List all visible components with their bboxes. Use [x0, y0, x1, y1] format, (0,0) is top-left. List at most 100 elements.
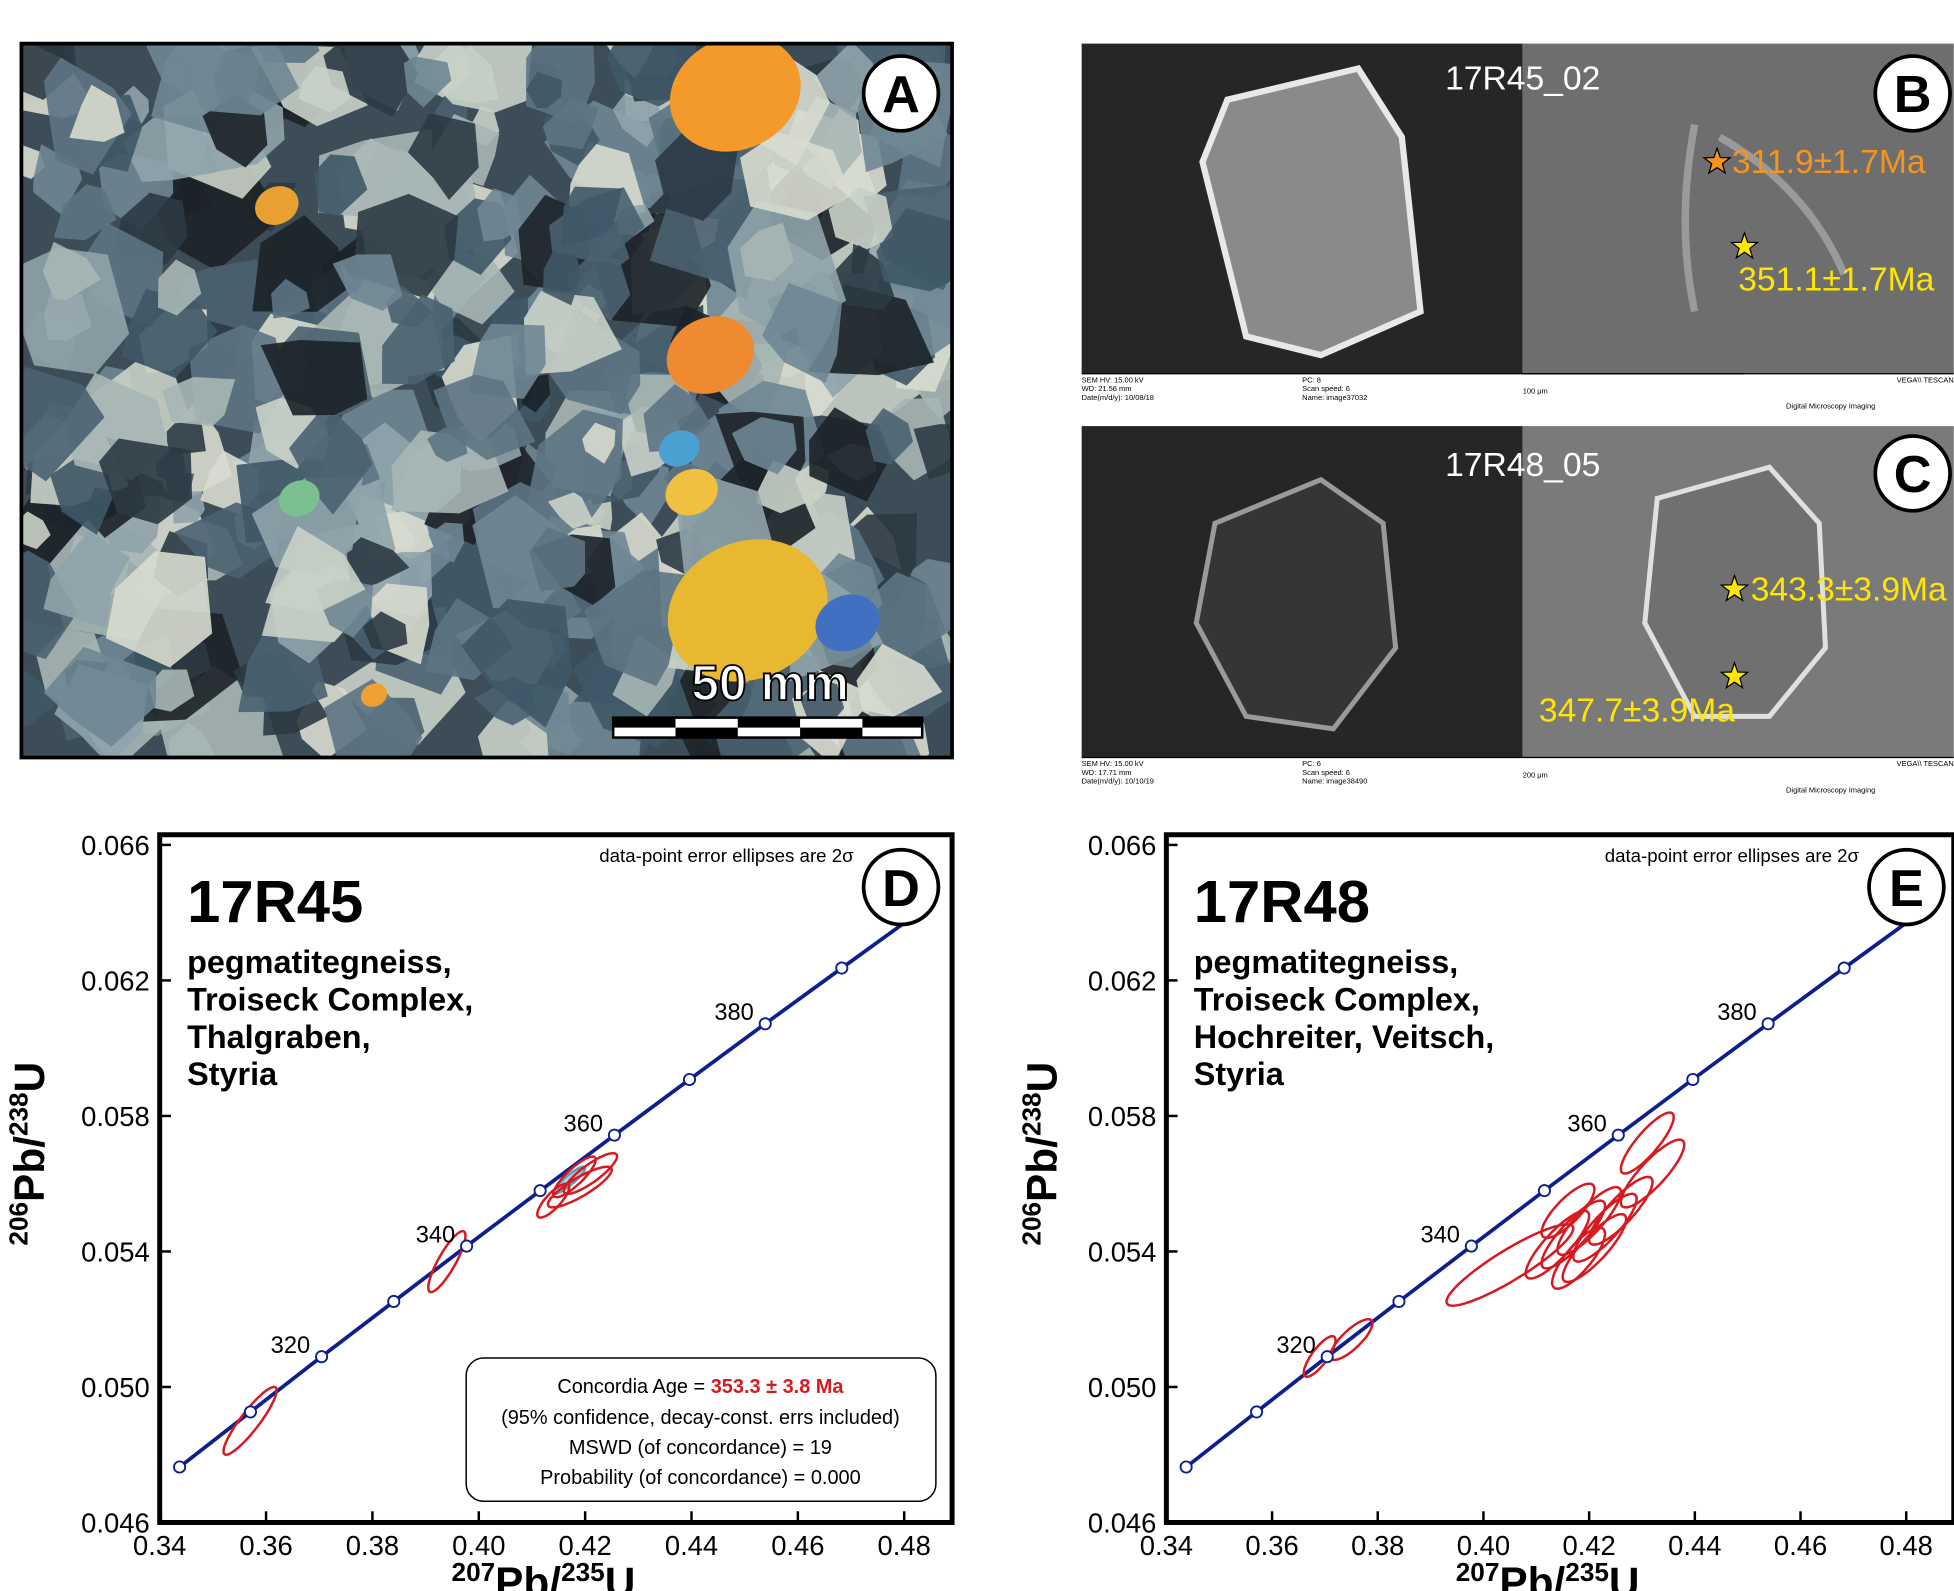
age-box-line: Probability (of concordance) = 0.000: [540, 1467, 861, 1489]
ellipse-note: data-point error ellipses are 2σ: [1605, 845, 1860, 866]
sem-metadata: 200 μm: [1523, 770, 1548, 779]
age-tick-label: 360: [1567, 1111, 1606, 1137]
isotope-symbol: Pb/: [1019, 1136, 1066, 1202]
scale-bar: [613, 718, 922, 738]
x-tick-label: 0.44: [1668, 1530, 1721, 1561]
sample-description: Hochreiter, Veitsch,: [1194, 1019, 1495, 1055]
concordia-age-marker: [1181, 1461, 1192, 1472]
sem-metadata: Date(m/d/y): 10/10/19: [1082, 777, 1154, 786]
y-tick-label: 0.066: [81, 830, 150, 861]
x-tick-label: 0.36: [1245, 1530, 1298, 1561]
isotope-mass: 206: [1017, 1202, 1047, 1246]
concordia-age-marker: [535, 1185, 546, 1196]
sem-metadata: 100 μm: [1523, 387, 1548, 396]
isotope-symbol: Pb/: [1499, 1559, 1565, 1591]
isotope-mass: 235: [561, 1557, 605, 1587]
y-tick-label: 0.054: [1088, 1236, 1157, 1267]
isotope-mass: 238: [4, 1092, 34, 1136]
sem-metadata: PC: 8: [1302, 375, 1321, 384]
concordia-age-marker: [1687, 1074, 1698, 1085]
age-tick-label: 340: [416, 1222, 455, 1248]
x-tick-label: 0.46: [1774, 1530, 1827, 1561]
age-label: 347.7±3.9Ma: [1539, 692, 1735, 729]
age-tick-label: 340: [1420, 1222, 1459, 1248]
age-tick-label: 360: [564, 1111, 603, 1137]
y-tick-label: 0.062: [1088, 965, 1157, 996]
sample-description: Thalgraben,: [187, 1019, 371, 1055]
isotope-mass: 235: [1565, 1557, 1609, 1587]
y-tick-label: 0.058: [1088, 1101, 1157, 1132]
age-box-label: Concordia Age =: [557, 1376, 710, 1398]
sample-description: pegmatitegneiss,: [187, 944, 451, 980]
concordia-age-marker: [245, 1406, 256, 1417]
sample-id: 17R48_05: [1445, 447, 1600, 484]
isotope-symbol: U: [605, 1559, 636, 1591]
y-tick-label: 0.046: [81, 1507, 150, 1538]
y-tick-label: 0.054: [81, 1236, 150, 1267]
isotope-mass: 238: [1017, 1092, 1047, 1136]
axis-label: 207Pb/235U: [452, 1557, 636, 1591]
sem-metadata: Digital Microscopy Imaging: [1786, 402, 1875, 411]
sem-metadata: Scan speed: 6: [1302, 384, 1350, 393]
concordia-age: 353.3 ± 3.8 Ma: [711, 1376, 845, 1398]
y-tick-label: 0.062: [81, 965, 150, 996]
isotope-mass: 207: [1456, 1557, 1500, 1587]
sem-metadata: VEGA\\ TESCAN: [1897, 375, 1954, 384]
sem-metadata: VEGA\\ TESCAN: [1897, 759, 1954, 768]
concordia-age-marker: [1251, 1406, 1262, 1417]
isotope-symbol: U: [1019, 1062, 1066, 1093]
concordia-age-marker: [316, 1351, 327, 1362]
panel-label: E: [1889, 860, 1924, 918]
concordia-age-marker: [1839, 962, 1850, 973]
concordia-age-marker: [1539, 1185, 1550, 1196]
concordia-age-marker: [836, 962, 847, 973]
isotope-mass: 206: [4, 1202, 34, 1246]
panel-label: C: [1894, 446, 1932, 504]
sem-metadata: SEM HV: 15.00 kV: [1082, 375, 1144, 384]
age-box-title: Concordia Age = 353.3 ± 3.8 Ma: [557, 1376, 844, 1398]
sample-description: pegmatitegneiss,: [1194, 944, 1458, 980]
y-tick-label: 0.050: [1088, 1372, 1157, 1403]
y-tick-label: 0.046: [1088, 1507, 1157, 1538]
concordia-age-marker: [609, 1130, 620, 1141]
sem-metadata: WD: 17.71 mm: [1082, 768, 1132, 777]
sem-metadata: WD: 21.56 mm: [1082, 384, 1132, 393]
figure: 50 mm A 17R45_02 17R48_05 B C 311.9±1.7M…: [0, 0, 1954, 1591]
concordia-chart: 3203403603804000.340.360.380.400.420.440…: [1017, 830, 1954, 1591]
age-box-line: (95% confidence, decay-const. errs inclu…: [501, 1407, 900, 1429]
concordia-chart: 3203403603804000.340.360.380.400.420.440…: [4, 830, 952, 1591]
x-tick-label: 0.48: [1880, 1530, 1933, 1561]
concordia-age-marker: [461, 1240, 472, 1251]
isotope-symbol: U: [1609, 1559, 1640, 1591]
concordia-age-marker: [174, 1461, 185, 1472]
sample-description: Styria: [1194, 1056, 1285, 1092]
x-tick-label: 0.38: [1351, 1530, 1404, 1561]
axis-label: 207Pb/235U: [1456, 1557, 1640, 1591]
concordia-age-marker: [1613, 1130, 1624, 1141]
concordia-age-marker: [388, 1296, 399, 1307]
age-tick-label: 320: [1276, 1333, 1315, 1359]
sem-image-b: [1082, 44, 1954, 420]
sample-title: 17R48: [1194, 868, 1370, 935]
sample-description: Troiseck Complex,: [1194, 981, 1480, 1017]
concordia-age-marker: [1466, 1240, 1477, 1251]
isotope-symbol: Pb/: [495, 1559, 561, 1591]
y-tick-label: 0.066: [1088, 830, 1157, 861]
x-tick-label: 0.48: [878, 1530, 931, 1561]
concordia-age-marker: [1322, 1351, 1333, 1362]
sem-metadata: SEM HV: 15.00 kV: [1082, 759, 1144, 768]
x-tick-label: 0.36: [239, 1530, 292, 1561]
sample-id: 17R45_02: [1445, 61, 1600, 98]
sem-metadata: Name: image37032: [1302, 393, 1367, 402]
x-tick-label: 0.46: [771, 1530, 824, 1561]
panel-label: D: [882, 860, 920, 918]
axis-label: 206Pb/238U: [4, 1062, 53, 1246]
axis-label: 206Pb/238U: [1017, 1062, 1066, 1246]
sem-metadata: PC: 6: [1302, 759, 1321, 768]
panel-label: B: [1894, 66, 1932, 124]
sem-metadata: Digital Microscopy Imaging: [1786, 785, 1875, 794]
concordia-age-marker: [684, 1074, 695, 1085]
sample-title: 17R45: [187, 868, 363, 935]
y-tick-label: 0.050: [81, 1372, 150, 1403]
isotope-mass: 207: [452, 1557, 496, 1587]
